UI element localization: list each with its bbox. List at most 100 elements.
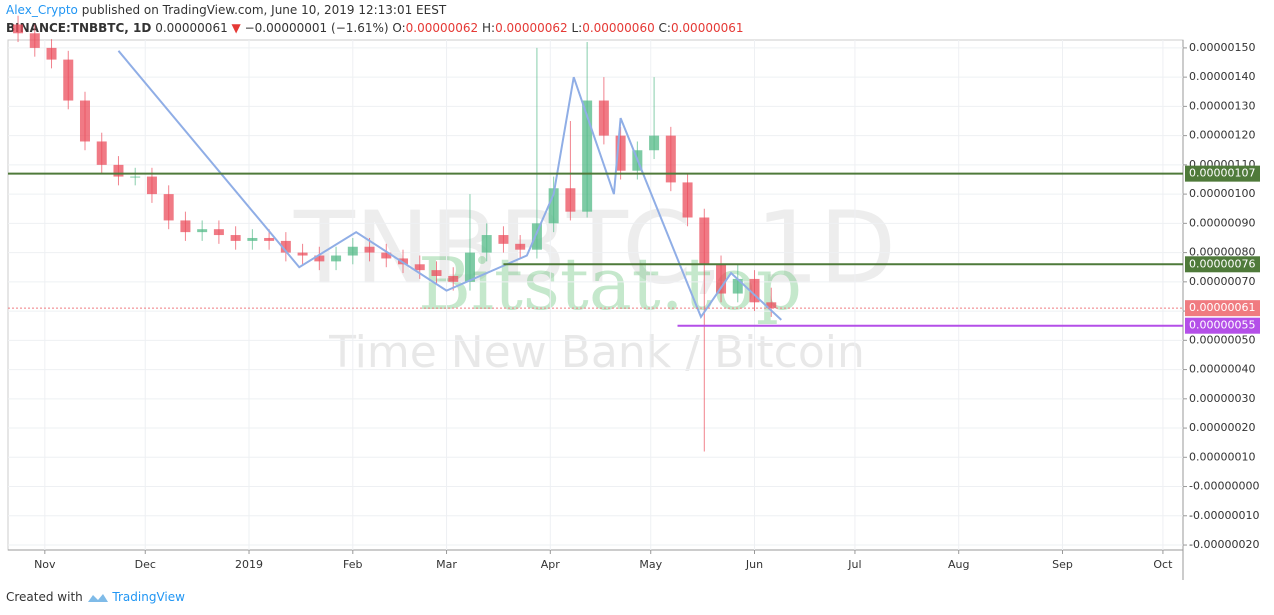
candle-body [297,252,308,256]
candle-body [247,237,258,241]
y-tick-label: -0.00000020 [1189,538,1259,551]
x-tick-label: Sep [1052,558,1073,571]
x-tick-label: May [639,558,662,571]
publish-line: Alex_Crypto published on TradingView.com… [6,3,446,17]
candle-body [264,237,275,241]
created: Created with [6,590,83,604]
x-tick-label: Nov [34,558,56,571]
candle-body [749,278,760,303]
zigzag-line [117,50,782,321]
overlay-text: Bitstat.top [418,242,802,326]
candle-body [113,164,124,177]
x-tick-label: Jun [745,558,763,571]
watermark: TNBBTC, 1D [293,189,896,306]
candle-body [213,229,224,236]
x-tick-label: Jul [847,558,861,571]
candle-body [364,246,375,253]
last: 0.00000061 [155,21,228,35]
candle-body [448,275,459,282]
author[interactable]: Alex_Crypto [6,3,78,17]
candle-body [699,217,710,265]
candle-body [665,135,676,183]
symbol: BINANCE:TNBBTC, 1D [6,21,152,35]
o: 0.00000062 [405,21,479,35]
x-tick-label: Oct [1153,558,1173,571]
candle-body [464,252,475,282]
x-tick-label: 2019 [235,558,263,571]
candle-body [515,243,526,250]
x-tick-label: Aug [948,558,969,571]
brand[interactable]: TradingView [112,590,185,604]
y-tick-label: 0.00000100 [1189,187,1255,200]
y-tick-label: 0.00000050 [1189,333,1255,346]
y-tick-label: 0.00000120 [1189,129,1255,142]
candle-body [565,188,576,212]
candle-body [29,33,40,48]
candle-body [180,220,191,233]
candle-body [280,240,291,253]
x-tick-label: Mar [436,558,457,571]
candle-body [197,229,208,233]
candle-body [130,176,141,178]
level-label: 0.00000076 [1189,257,1255,270]
y-tick-label: 0.00000070 [1189,275,1255,288]
y-tick-label: 0.00000130 [1189,99,1255,112]
candle-body [79,100,90,142]
y-tick-label: 0.00000080 [1189,246,1255,259]
candle-body [146,176,157,195]
chart: TNBBTC, 1D Time New Bank / Bitcoin Bitst… [7,15,1260,580]
y-tick-label: 0.00000150 [1189,41,1255,54]
candle-body [598,100,609,136]
y-tick-label: 0.00000030 [1189,392,1255,405]
published: published on TradingView.com, June 10, 2… [81,3,447,17]
candle-body [46,47,57,60]
candle-body [347,246,358,256]
h: 0.00000062 [495,21,568,35]
candle-body [732,278,743,294]
x-tick-label: Dec [135,558,156,571]
candle-body [548,188,559,224]
candle-body [331,255,342,262]
y-tick-label: 0.00000010 [1189,450,1255,463]
candle-body [381,252,392,259]
candle-body [13,24,24,34]
candle-body [314,255,325,262]
footer: Created with TradingView [6,590,185,604]
y-tick-label: 0.00000040 [1189,363,1255,376]
level-label-box [1185,165,1260,182]
level-label: 0.00000055 [1189,319,1255,332]
candle-body [163,194,174,221]
candle-body [63,59,74,101]
l-label: L: [571,21,583,35]
candle-body [230,235,241,241]
logo [87,593,108,602]
candle-body [766,302,777,309]
y-tick-label: 0.00000090 [1189,216,1255,229]
arrow: ▼ [231,21,241,35]
c: 0.00000061 [670,21,744,35]
change: −0.00000001 (−1.61%) [244,21,389,35]
level-label-box [1185,300,1260,317]
watermark-subtitle: Time New Bank / Bitcoin [328,327,865,378]
level-label: 0.00000107 [1189,167,1255,180]
level-label-box [1185,256,1260,273]
y-tick-label: -0.00000010 [1189,509,1259,522]
candle-body [431,270,442,276]
x-tick-label: Apr [541,558,561,571]
y-tick-label: 0.00000140 [1189,70,1255,83]
candle-body [414,264,425,271]
candle-body [682,182,693,218]
level-label-box [1185,317,1260,334]
candle-body [615,135,626,171]
level-label: 0.00000061 [1189,301,1255,314]
candle-body [716,264,727,294]
candle-body [498,235,509,244]
x-tick-label: Feb [343,558,362,571]
candle-body [649,135,660,151]
candle-body [481,235,492,253]
l: 0.00000060 [582,21,655,35]
o-label: O: [392,21,406,35]
ohlc-line: BINANCE:TNBBTC, 1D 0.00000061 ▼ −0.00000… [6,21,744,35]
candle-body [96,141,107,165]
